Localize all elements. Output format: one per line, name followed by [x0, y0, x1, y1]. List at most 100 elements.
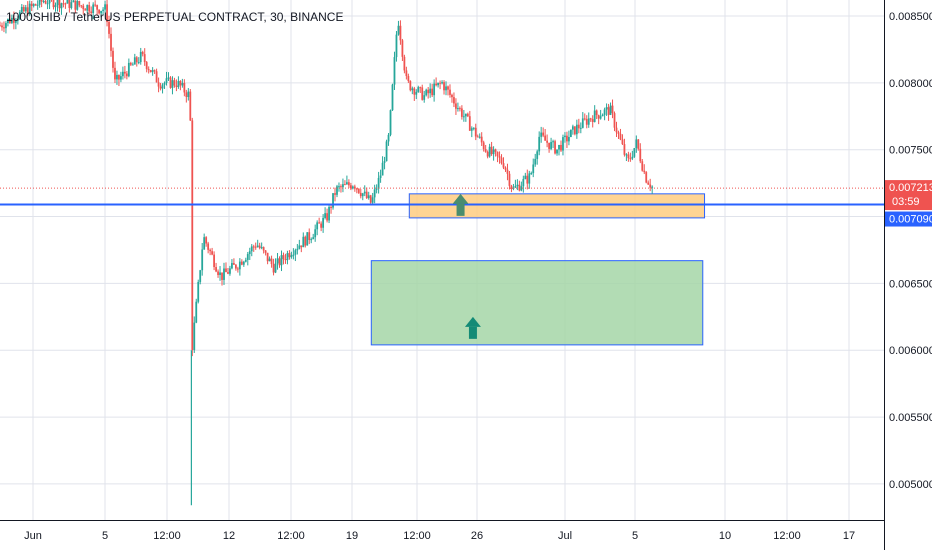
- candle-body: [346, 182, 348, 185]
- price-axis[interactable]: 0.0050000.0055000.0060000.0065000.007000…: [884, 0, 932, 550]
- candle-body: [435, 83, 438, 86]
- candle-body: [587, 118, 590, 125]
- candle-body: [233, 263, 235, 265]
- candle-body: [500, 157, 503, 164]
- candle-body: [409, 81, 412, 91]
- candle-body: [492, 149, 495, 155]
- up-arrow-lower[interactable]: [464, 316, 481, 339]
- candle-body: [494, 149, 497, 152]
- candle-body: [349, 185, 352, 189]
- candle-body: [486, 151, 489, 157]
- candle-body: [347, 182, 350, 186]
- candle-body: [64, 3, 67, 5]
- candle-body: [177, 81, 180, 87]
- candle-body: [627, 154, 630, 159]
- candle-body: [52, 0, 55, 8]
- candle-body: [449, 89, 451, 95]
- y-tick-label: 0.006500: [889, 278, 932, 290]
- candle-body: [405, 70, 408, 77]
- candle-body: [225, 268, 227, 273]
- candle-body: [129, 62, 132, 65]
- candle-body: [453, 97, 455, 104]
- candle-body: [80, 5, 83, 7]
- candle-body: [292, 254, 295, 256]
- candle-body: [127, 62, 130, 77]
- candle-body: [231, 263, 233, 269]
- candle-body: [484, 149, 487, 152]
- candle-body: [276, 258, 279, 264]
- candle-body: [183, 82, 186, 93]
- candle-body: [268, 258, 271, 262]
- candle-body: [260, 247, 263, 249]
- candle-body: [318, 222, 321, 224]
- candle-body: [504, 167, 507, 170]
- candle-body: [256, 245, 259, 247]
- candle-body: [314, 229, 317, 238]
- candle-body: [530, 173, 533, 175]
- candle-body: [637, 139, 640, 149]
- candle-body: [407, 76, 410, 82]
- candle-body: [607, 107, 610, 115]
- candle-body: [468, 116, 471, 131]
- candle-body: [490, 146, 493, 155]
- candle-body: [92, 4, 95, 14]
- candle-body: [66, 0, 69, 4]
- candle-body: [480, 136, 483, 143]
- last-price-label: 0.007213: [889, 182, 932, 194]
- y-tick-label: 0.007500: [889, 145, 932, 157]
- candle-body: [532, 164, 535, 174]
- candle-body: [601, 114, 604, 117]
- candle-body: [227, 272, 229, 274]
- support-zone-orange[interactable]: [408, 193, 706, 219]
- candle-body: [395, 34, 398, 58]
- y-tick-label: 0.006000: [889, 345, 932, 357]
- candle-body: [639, 148, 642, 162]
- candle-body: [577, 124, 580, 129]
- candle-body: [221, 272, 223, 280]
- candle-body: [520, 186, 523, 191]
- candle-body: [330, 206, 332, 208]
- candle-body: [123, 71, 126, 74]
- candle-body: [433, 83, 436, 96]
- candle-body: [597, 115, 600, 119]
- candle-body: [282, 255, 285, 260]
- y-tick-label: 0.005000: [889, 479, 932, 491]
- candle-body: [566, 135, 568, 142]
- candle-body: [270, 258, 273, 265]
- up-arrow-upper[interactable]: [452, 193, 469, 216]
- candle-body: [62, 3, 65, 5]
- candle-body: [421, 87, 424, 100]
- candle-body: [169, 77, 172, 88]
- candle-body: [381, 162, 384, 176]
- candle-body: [399, 25, 402, 41]
- candle-body: [163, 82, 166, 85]
- candle-body: [528, 173, 531, 184]
- candle-body: [516, 184, 519, 187]
- candle-body: [187, 91, 190, 98]
- candle-body: [278, 258, 281, 266]
- candle-body: [181, 82, 184, 86]
- support-zone-green[interactable]: [370, 260, 704, 346]
- candle-body: [157, 82, 160, 87]
- time-axis[interactable]: Jun 5 12:00 12 12:00 19 12:00 26 Jul 5 10 12:00 17: [0, 520, 884, 543]
- arrow-shaft: [468, 326, 477, 339]
- candle-body: [496, 151, 499, 157]
- candle-body: [316, 222, 319, 230]
- x-tick-label: 5: [632, 530, 638, 542]
- candle-body: [185, 92, 188, 98]
- x-tick-label: 5: [102, 530, 108, 542]
- candle-body: [98, 9, 101, 14]
- candle-body: [643, 170, 646, 173]
- candle-body: [213, 254, 215, 268]
- candle-body: [510, 185, 513, 189]
- candle-body: [290, 255, 293, 258]
- candle-body: [391, 84, 394, 111]
- candle-body: [125, 73, 128, 77]
- candle-body: [570, 129, 572, 137]
- candle-body: [560, 144, 562, 151]
- candle-body: [419, 87, 422, 89]
- candle-body: [30, 3, 33, 6]
- candle-body: [385, 141, 388, 162]
- candle-body: [38, 0, 41, 5]
